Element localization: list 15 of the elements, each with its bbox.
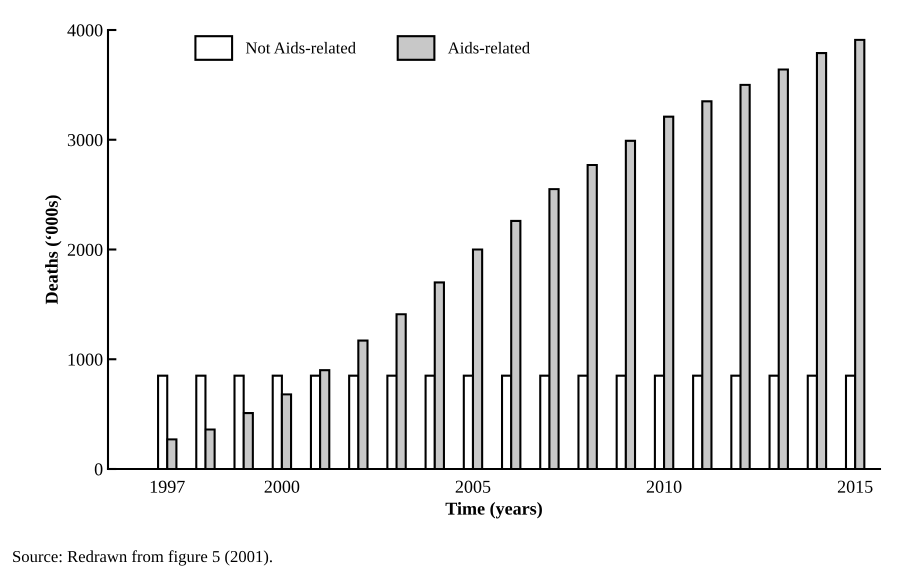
x-tick-label: 2000 [264,480,300,493]
y-tick-label: 1000 [68,354,102,366]
legend-label: Not Aids-related [246,42,356,54]
y-tick-label: 3000 [68,134,102,146]
legend-label: Aids-related [448,42,530,54]
y-axis-title: Deaths (‘000s) [45,195,62,304]
y-tick-label: 4000 [67,24,102,36]
x-tick-label: 2010 [646,480,682,493]
source-note: Source: Redrawn from figure 5 (2001). [13,550,272,566]
x-tick-label: 2005 [456,480,490,493]
y-tick-label: 2000 [68,244,102,256]
y-tick-label: 0 [94,463,102,476]
x-tick-label: 1997 [150,480,185,493]
x-axis-title: Time (years) [446,502,542,518]
x-tick-label: 2015 [838,480,873,493]
